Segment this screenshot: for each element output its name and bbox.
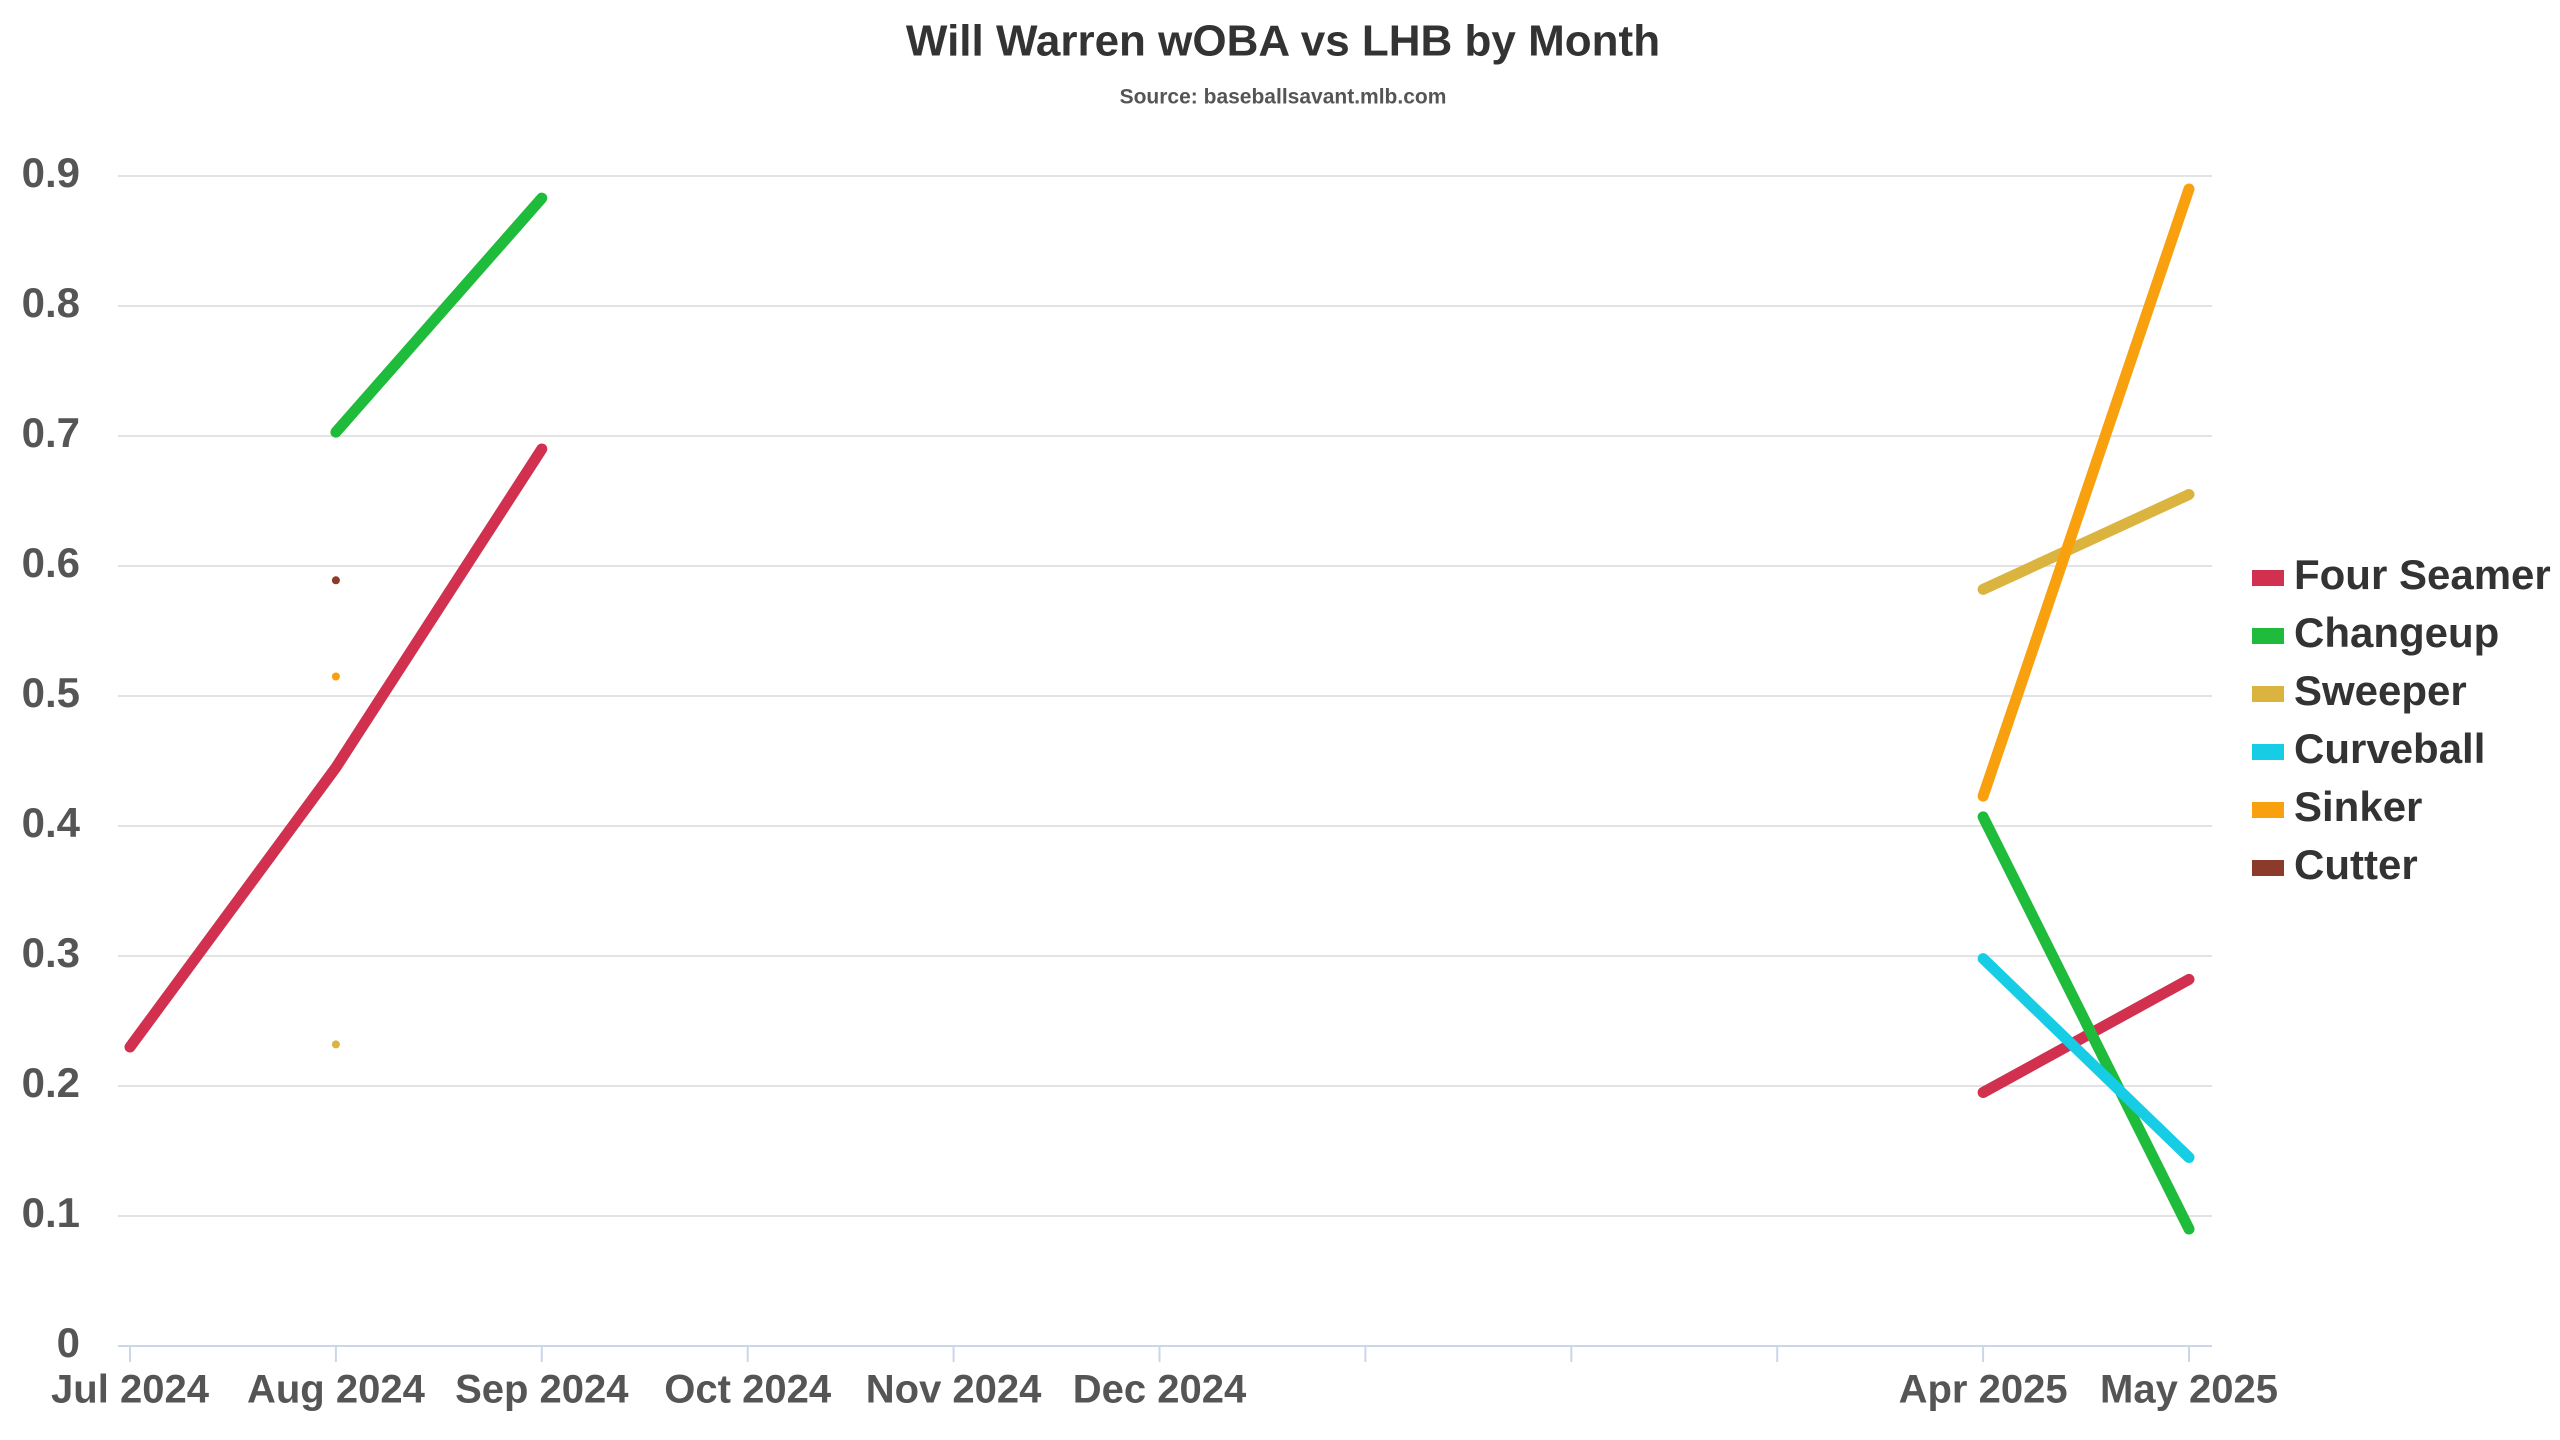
legend-swatch	[2252, 628, 2284, 644]
series-line	[330, 192, 548, 438]
x-tick-label: Dec 2024	[1073, 1368, 1247, 1412]
y-tick-label: 0.9	[22, 149, 80, 196]
x-tick-label: Sep 2024	[455, 1368, 629, 1412]
legend-swatch	[2252, 860, 2284, 876]
series-line	[1977, 973, 2195, 1098]
series-line	[124, 443, 548, 1053]
series-line	[1977, 183, 2195, 802]
x-tick-label: Nov 2024	[866, 1368, 1042, 1412]
point	[331, 672, 340, 681]
legend-label: Sweeper	[2294, 667, 2467, 714]
chart-subtitle: Source: baseballsavant.mlb.com	[1120, 86, 1447, 109]
legend-label: Sinker	[2294, 783, 2422, 830]
series-line	[1977, 953, 2195, 1163]
y-tick-label: 0.7	[22, 409, 80, 456]
series-line	[1977, 489, 2195, 595]
y-tick-label: 0.5	[22, 669, 80, 716]
legend-label: Four Seamer	[2294, 551, 2551, 598]
series-line	[1977, 811, 2195, 1235]
chart-title: Will Warren wOBA vs LHB by Month	[906, 17, 1660, 66]
point	[331, 576, 340, 585]
x-tick-label: Oct 2024	[664, 1368, 832, 1412]
legend-label: Curveball	[2294, 725, 2485, 772]
y-tick-label: 0.4	[22, 799, 81, 846]
legend-label: Cutter	[2294, 841, 2418, 888]
legend-swatch	[2252, 744, 2284, 760]
x-tick-label: Apr 2025	[1899, 1368, 2068, 1412]
y-tick-label: 0.1	[22, 1189, 80, 1236]
legend-swatch	[2252, 686, 2284, 702]
y-tick-label: 0	[57, 1319, 80, 1366]
legend-swatch	[2252, 570, 2284, 586]
y-tick-label: 0.3	[22, 929, 80, 976]
y-tick-label: 0.2	[22, 1059, 80, 1106]
legend-swatch	[2252, 802, 2284, 818]
y-tick-label: 0.8	[22, 279, 80, 326]
legend-label: Changeup	[2294, 609, 2499, 656]
y-tick-label: 0.6	[22, 539, 80, 586]
x-tick-label: May 2025	[2100, 1368, 2278, 1412]
x-tick-label: Aug 2024	[247, 1368, 426, 1412]
x-tick-label: Jul 2024	[51, 1368, 210, 1412]
point	[331, 1040, 340, 1049]
